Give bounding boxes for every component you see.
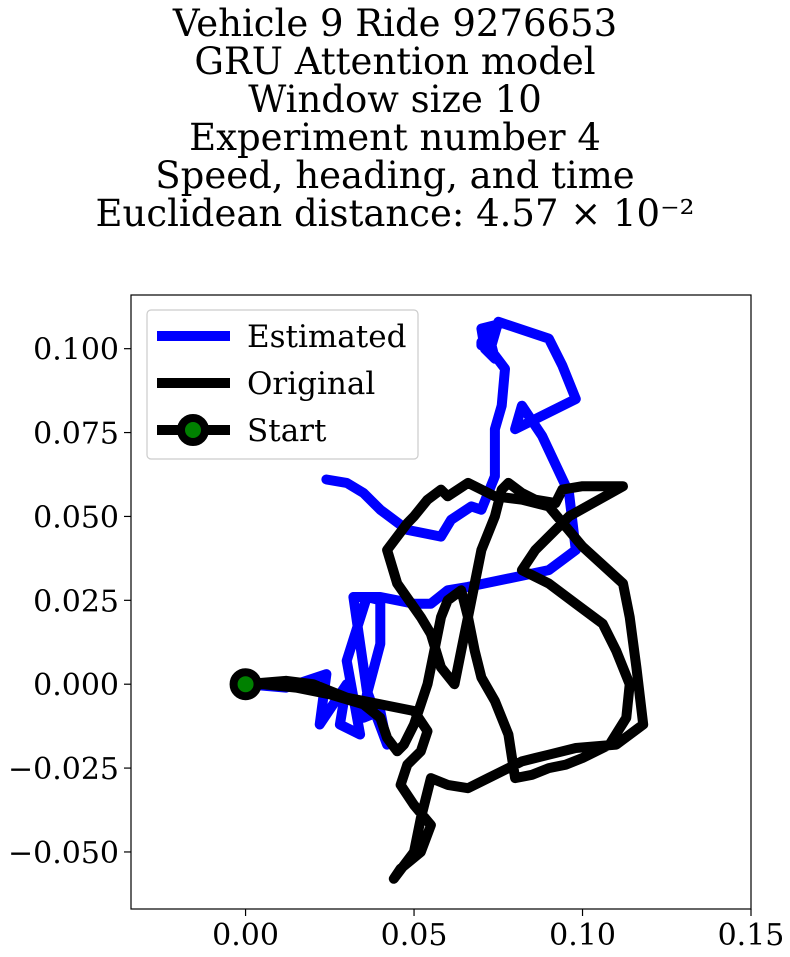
- legend-label-original: Original: [247, 366, 375, 402]
- legend: Estimated Original Start: [146, 309, 419, 460]
- legend-box: [146, 309, 419, 460]
- title-line-2: GRU Attention model: [194, 40, 595, 83]
- x-tick-label: 0.00: [212, 918, 279, 953]
- start-marker: [229, 668, 262, 701]
- y-tick-label: 0.075: [33, 417, 119, 452]
- y-tick-label: 0.100: [33, 333, 119, 368]
- title-line-5: Speed, heading, and time: [155, 154, 634, 197]
- legend-start-marker: [177, 414, 209, 446]
- y-tick-label: −0.050: [8, 836, 119, 871]
- y-tick-label: 0.000: [33, 668, 119, 703]
- plot-frame: [130, 294, 752, 910]
- title-line-6: Euclidean distance: 4.57 × 10⁻²: [96, 192, 695, 235]
- y-axis: −0.050 −0.025 0.000 0.025 0.050 0.075 0.100: [8, 333, 131, 871]
- series-original-line: [240, 477, 649, 884]
- y-tick-label: 0.025: [33, 584, 119, 619]
- series-group: [229, 316, 649, 884]
- title-line-4: Experiment number 4: [189, 116, 601, 159]
- series-estimated-line: [240, 316, 581, 750]
- x-tick-label: 0.15: [718, 918, 785, 953]
- x-tick-label: 0.10: [549, 918, 616, 953]
- title-line-3: Window size 10: [248, 78, 542, 121]
- legend-label-start: Start: [247, 413, 327, 449]
- x-tick-label: 0.05: [381, 918, 448, 953]
- y-tick-label: −0.025: [8, 752, 119, 787]
- legend-label-estimated: Estimated: [247, 319, 406, 355]
- y-tick-label: 0.050: [33, 500, 119, 535]
- x-axis: 0.00 0.05 0.10 0.15: [212, 909, 784, 953]
- plot-area: [130, 294, 752, 910]
- title-line-1: Vehicle 9 Ride 9276653: [172, 2, 617, 45]
